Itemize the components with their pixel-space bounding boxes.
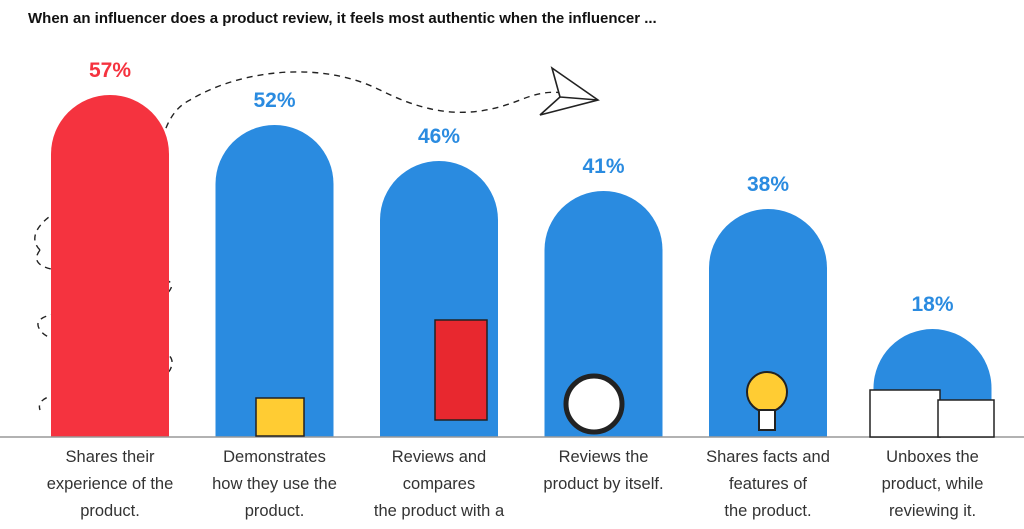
value-label: 57% (89, 59, 131, 82)
decor-box (869, 389, 941, 438)
decor-box2 (937, 399, 995, 438)
decor-bulb (746, 371, 788, 413)
value-label: 41% (582, 155, 624, 178)
bar (51, 95, 169, 437)
category-label: Shares facts and features of the product… (706, 448, 830, 520)
category-label: Reviews and compares the product with a … (373, 448, 505, 520)
decor-paper-plane (539, 66, 600, 116)
bar (544, 190, 663, 437)
decor-magnifier (563, 373, 625, 435)
decor-bulb-base (758, 409, 776, 431)
category-label: Shares their experience of the product. (46, 448, 174, 520)
category-label: Demonstrates how they use the product. (212, 448, 337, 520)
decor-pants (434, 319, 488, 421)
category-label: Reviews the product by itself. (543, 448, 664, 493)
decor-sleeve (255, 397, 305, 437)
value-label: 46% (418, 125, 460, 148)
bar (215, 124, 334, 437)
value-label: 38% (747, 173, 789, 196)
value-label: 18% (911, 293, 953, 316)
value-label: 52% (253, 89, 295, 112)
category-label: Unboxes the product, while reviewing it. (881, 448, 984, 520)
chart-title: When an influencer does a product review… (28, 10, 657, 27)
bar (709, 209, 827, 437)
